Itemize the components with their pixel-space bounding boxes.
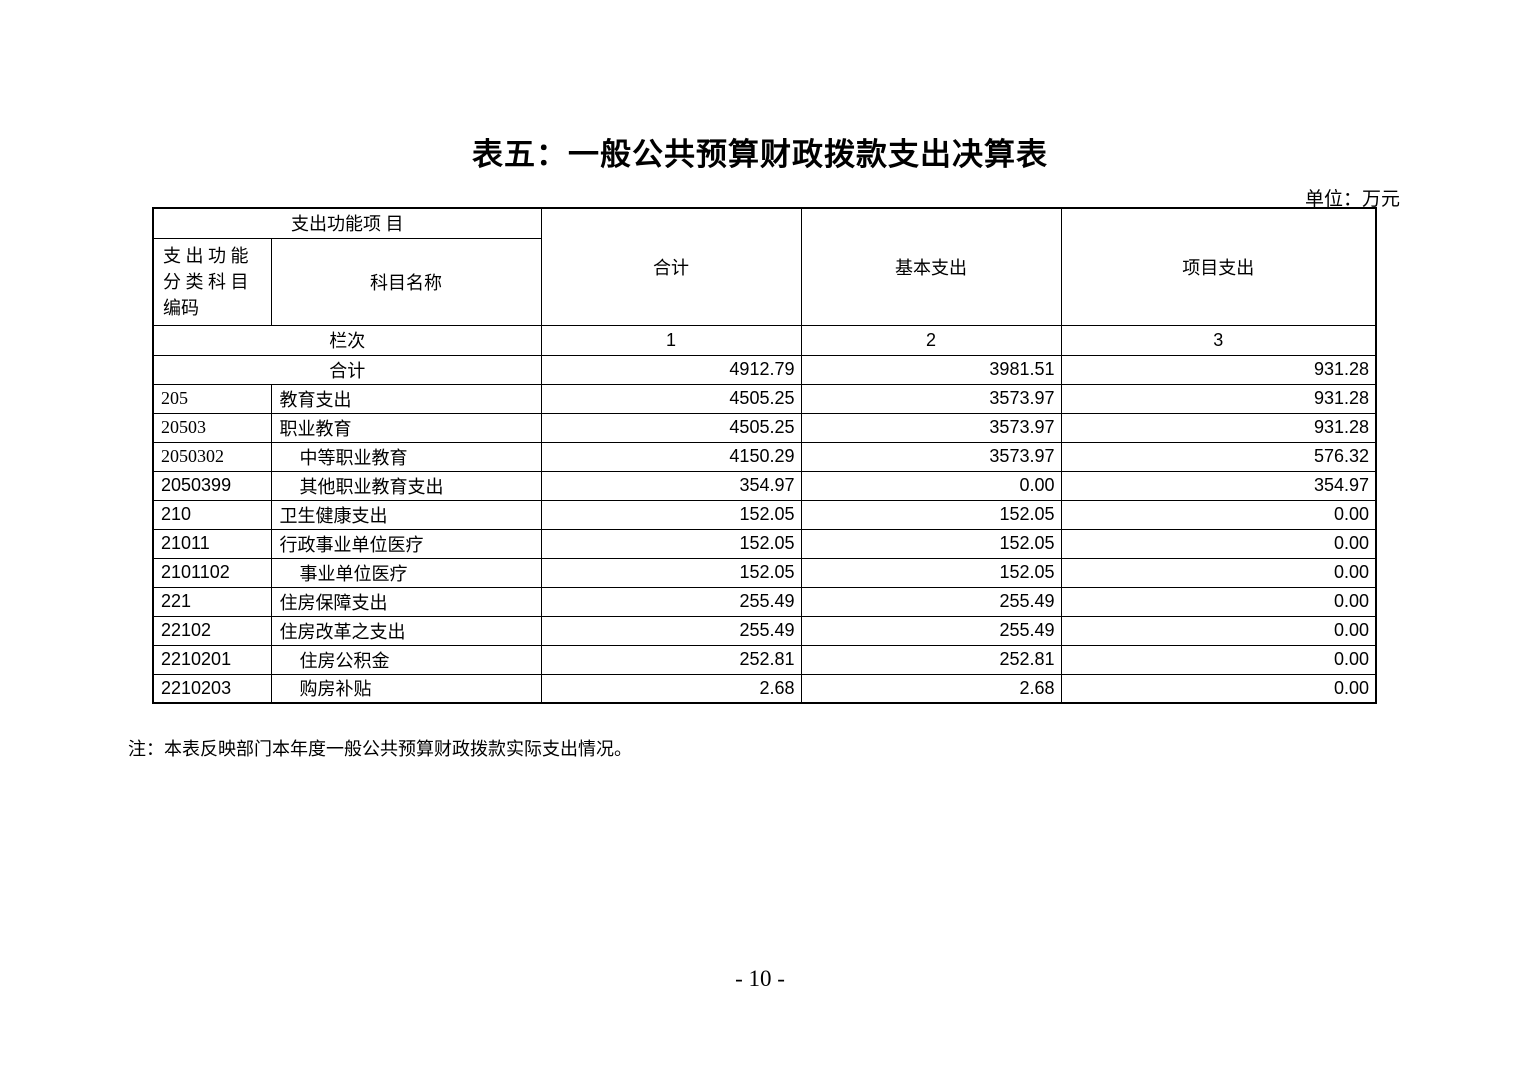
- row-total-value: 255.49: [540, 586, 802, 617]
- header-row-lanci: 栏次 1 2 3: [152, 324, 1377, 356]
- row-basic-value: 0.00: [800, 470, 1062, 501]
- lanci-number-3: 3: [1060, 324, 1377, 356]
- row-project-value: 0.00: [1060, 673, 1377, 704]
- row-name: 教育支出: [270, 383, 542, 414]
- row-name: 职业教育: [270, 412, 542, 443]
- table-row: 205 教育支出 4505.25 3573.97 931.28: [152, 383, 1377, 414]
- header-col-total: 合计: [540, 207, 802, 326]
- row-name: 卫生健康支出: [270, 499, 542, 530]
- row-project-value: 931.28: [1060, 383, 1377, 414]
- table-body: 合计 4912.79 3981.51 931.28 205 教育支出 4505.…: [152, 354, 1377, 704]
- row-total-value: 255.49: [540, 615, 802, 646]
- table-row: 2050399 其他职业教育支出 354.97 0.00 354.97: [152, 470, 1377, 501]
- row-basic-value: 252.81: [800, 644, 1062, 675]
- row-project-value: 354.97: [1060, 470, 1377, 501]
- row-code: 20503: [152, 412, 272, 443]
- row-code: 2050399: [152, 470, 272, 501]
- header-name-label: 科目名称: [270, 237, 542, 326]
- total-row-label: 合计: [152, 354, 542, 385]
- table-row: 22102 住房改革之支出 255.49 255.49 0.00: [152, 615, 1377, 646]
- row-code: 221: [152, 586, 272, 617]
- row-basic-value: 152.05: [800, 528, 1062, 559]
- row-project-value: 0.00: [1060, 615, 1377, 646]
- row-total-value: 152.05: [540, 528, 802, 559]
- row-total-value: 354.97: [540, 470, 802, 501]
- lanci-number-1: 1: [540, 324, 802, 356]
- table-row: 21011 行政事业单位医疗 152.05 152.05 0.00: [152, 528, 1377, 559]
- row-project-value: 931.28: [1060, 412, 1377, 443]
- row-project-value: 576.32: [1060, 441, 1377, 472]
- row-total-value: 4505.25: [540, 383, 802, 414]
- table-row: 210 卫生健康支出 152.05 152.05 0.00: [152, 499, 1377, 530]
- row-project-value: 0.00: [1060, 586, 1377, 617]
- row-name: 事业单位医疗: [270, 557, 542, 588]
- table-row: 2210203 购房补贴 2.68 2.68 0.00: [152, 673, 1377, 704]
- header-col-basic: 基本支出: [800, 207, 1062, 326]
- row-basic-value: 2.68: [800, 673, 1062, 704]
- table-note: 注：本表反映部门本年度一般公共预算财政拨款实际支出情况。: [128, 739, 632, 759]
- total-row-basic: 3981.51: [800, 354, 1062, 385]
- header-code-label: 支 出 功 能 分 类 科 目 编码: [152, 237, 272, 326]
- row-basic-value: 255.49: [800, 586, 1062, 617]
- header-row-function: 支出功能项 目 合计 基本支出 项目支出: [152, 207, 1377, 326]
- header-row-main: 支 出 功 能 分 类 科 目 编码 科目名称: [152, 237, 1376, 326]
- table-header: 支出功能项 目 合计 基本支出 项目支出 支 出 功 能 分 类 科 目 编码 …: [152, 207, 1377, 356]
- row-project-value: 0.00: [1060, 644, 1377, 675]
- row-basic-value: 152.05: [800, 499, 1062, 530]
- row-name: 中等职业教育: [270, 441, 542, 472]
- table-row: 2101102 事业单位医疗 152.05 152.05 0.00: [152, 557, 1377, 588]
- row-total-value: 152.05: [540, 499, 802, 530]
- lanci-number-2: 2: [800, 324, 1062, 356]
- row-total-value: 252.81: [540, 644, 802, 675]
- row-total-value: 4150.29: [540, 441, 802, 472]
- page-title: 表五：一般公共预算财政拨款支出决算表: [472, 137, 1048, 172]
- table-row: 2210201 住房公积金 252.81 252.81 0.00: [152, 644, 1377, 675]
- row-name: 行政事业单位医疗: [270, 528, 542, 559]
- lanci-label: 栏次: [152, 324, 542, 356]
- row-name: 住房公积金: [270, 644, 542, 675]
- row-basic-value: 3573.97: [800, 441, 1062, 472]
- unit-label: 单位：万元: [1304, 189, 1400, 210]
- row-code: 21011: [152, 528, 272, 559]
- row-name: 其他职业教育支出: [270, 470, 542, 501]
- row-basic-value: 3573.97: [800, 383, 1062, 414]
- row-total-value: 2.68: [540, 673, 802, 704]
- row-project-value: 0.00: [1060, 499, 1377, 530]
- row-name: 购房补贴: [270, 673, 542, 704]
- table-row: 20503 职业教育 4505.25 3573.97 931.28: [152, 412, 1377, 443]
- row-project-value: 0.00: [1060, 557, 1377, 588]
- header-function-item: 支出功能项 目: [152, 207, 542, 239]
- row-basic-value: 255.49: [800, 615, 1062, 646]
- total-row-total: 4912.79: [540, 354, 802, 385]
- row-basic-value: 152.05: [800, 557, 1062, 588]
- table-row: 221 住房保障支出 255.49 255.49 0.00: [152, 586, 1377, 617]
- row-total-value: 4505.25: [540, 412, 802, 443]
- table-row: 2050302 中等职业教育 4150.29 3573.97 576.32: [152, 441, 1377, 472]
- row-code: 2210203: [152, 673, 272, 704]
- row-code: 210: [152, 499, 272, 530]
- row-code: 2210201: [152, 644, 272, 675]
- header-col-project: 项目支出: [1060, 207, 1377, 326]
- row-code: 2101102: [152, 557, 272, 588]
- total-row-project: 931.28: [1060, 354, 1377, 385]
- row-code: 2050302: [152, 441, 272, 472]
- total-row: 合计 4912.79 3981.51 931.28: [152, 354, 1377, 385]
- row-code: 22102: [152, 615, 272, 646]
- row-name: 住房改革之支出: [270, 615, 542, 646]
- page-number: - 10 -: [735, 966, 785, 991]
- row-project-value: 0.00: [1060, 528, 1377, 559]
- row-code: 205: [152, 383, 272, 414]
- row-basic-value: 3573.97: [800, 412, 1062, 443]
- budget-table: 支出功能项 目 合计 基本支出 项目支出 支 出 功 能 分 类 科 目 编码 …: [152, 207, 1377, 704]
- row-total-value: 152.05: [540, 557, 802, 588]
- row-name: 住房保障支出: [270, 586, 542, 617]
